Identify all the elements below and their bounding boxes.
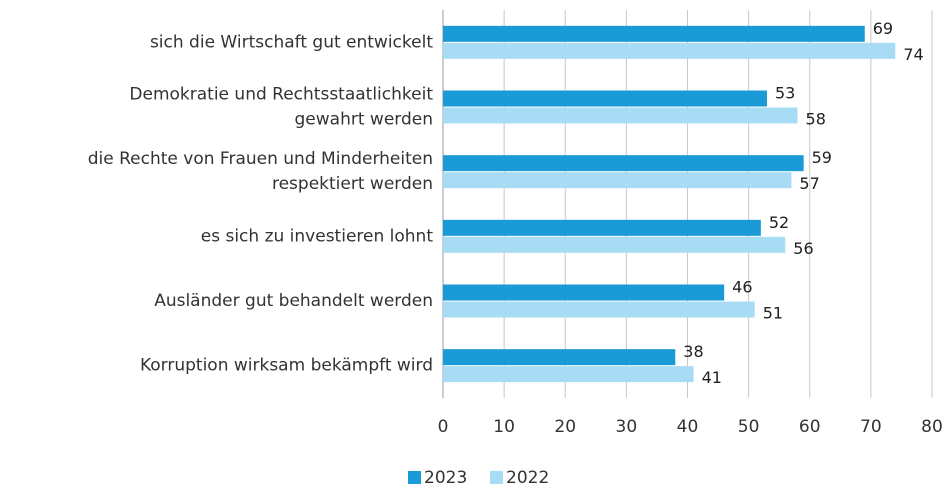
legend-swatch <box>490 471 503 484</box>
bar <box>443 349 676 366</box>
value-label: 46 <box>732 278 752 297</box>
bar <box>443 236 786 253</box>
legend-label: 2023 <box>424 468 467 486</box>
category-label: die Rechte von Frauen und Minderheiten re… <box>88 149 433 194</box>
value-label: 59 <box>812 148 832 167</box>
category-label: es sich zu investieren lohnt <box>201 226 434 246</box>
x-tick-label: 0 <box>438 417 449 437</box>
value-label: 56 <box>793 239 813 258</box>
category-label: Demokratie und Rechtsstaatlichkeit gewahr… <box>129 85 433 130</box>
value-label: 57 <box>799 174 819 193</box>
category-line: die Rechte von Frauen und Minderheiten <box>88 149 433 169</box>
x-tick-label: 10 <box>493 417 515 437</box>
bar <box>443 90 767 107</box>
category-line: Demokratie und Rechtsstaatlichkeit <box>129 85 433 105</box>
bar <box>443 42 896 59</box>
x-tick-label: 50 <box>738 417 760 437</box>
bar <box>443 172 792 189</box>
x-tick-label: 60 <box>799 417 821 437</box>
bar <box>443 25 865 42</box>
x-tick-label: 30 <box>616 417 638 437</box>
value-label: 52 <box>769 213 789 232</box>
bar <box>443 219 761 236</box>
value-label: 41 <box>702 368 722 387</box>
bar <box>443 107 798 124</box>
category-label: Korruption wirksam bekämpft wird <box>140 356 433 376</box>
category-line: gewahrt werden <box>295 110 433 130</box>
category-label: Ausländer gut behandelt werden <box>154 291 433 311</box>
category-line: Korruption wirksam bekämpft wird <box>140 356 433 376</box>
category-label: sich die Wirtschaft gut entwickelt <box>150 32 433 52</box>
bar <box>443 366 694 383</box>
bar <box>443 301 755 318</box>
bar <box>443 155 804 172</box>
value-label: 38 <box>683 342 703 361</box>
value-label: 74 <box>903 45 923 64</box>
category-line: Ausländer gut behandelt werden <box>154 291 433 311</box>
x-tick-label: 80 <box>921 417 943 437</box>
legend-swatch <box>408 471 421 484</box>
value-label: 53 <box>775 84 795 103</box>
x-tick-label: 70 <box>860 417 882 437</box>
x-tick-label: 20 <box>554 417 576 437</box>
category-line: respektiert werden <box>272 174 433 194</box>
x-tick-label: 40 <box>677 417 699 437</box>
category-line: sich die Wirtschaft gut entwickelt <box>150 32 433 52</box>
legend-label: 2022 <box>506 468 549 486</box>
value-label: 51 <box>763 304 783 323</box>
category-line: es sich zu investieren lohnt <box>201 226 434 246</box>
value-label: 69 <box>873 19 893 38</box>
bar <box>443 284 725 301</box>
value-label: 58 <box>806 110 826 129</box>
